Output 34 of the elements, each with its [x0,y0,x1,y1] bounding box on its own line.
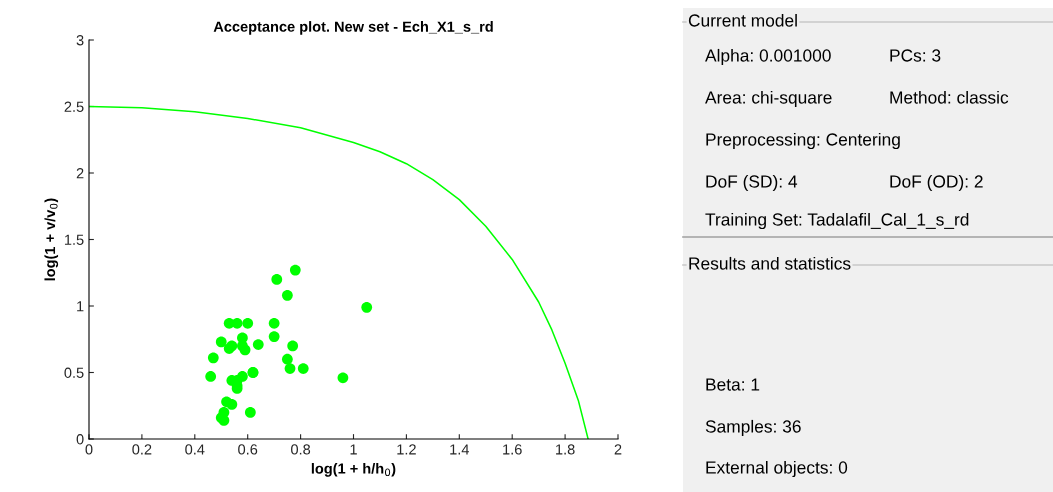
y-tick-label: 2.5 [64,101,84,112]
text: Beta: 1 [706,378,760,391]
x-tick-label: 1 [350,444,357,455]
x-tick-label: 0 [85,444,93,455]
text: Preprocessing: Centering [706,132,900,150]
x-tick-label: 1.2 [397,444,416,455]
text: PCs: 3 [890,49,941,62]
x-tick-label: 0.2 [132,444,152,455]
text: Results and statistics [689,256,851,270]
x-tick-label: 0.4 [185,444,205,455]
text: External objects: 0 [706,460,848,478]
text: DoF (SD): 4 [706,174,798,192]
y-axis-title: log(1 + v/v$_{0}$) [44,198,59,281]
x-tick-label: 1.8 [556,444,575,455]
x-tick-label: 1.6 [503,444,522,455]
text: Area: chi-square [705,90,832,108]
y-tick-label: 1.5 [64,234,84,245]
y-tick-label: 2 [76,168,84,179]
text: Training Set: Tadalafil_Cal_1_s_rd [705,212,969,230]
text: Method: classic [890,90,1009,104]
text: Current model [688,13,797,27]
y-tick-label: 0 [76,434,84,445]
text: Samples: 36 [705,419,801,437]
x-tick-label: 1.4 [450,444,470,455]
y-tick-label: 0.5 [64,367,84,378]
x-tick-label: 0.8 [291,444,311,455]
x-tick-label: 2 [614,444,622,455]
y-tick-label: 1 [77,301,84,312]
text: DoF (OD): 2 [890,174,983,192]
x-axis-title: log(1 + h/h$_{0}$) [311,463,396,477]
x-tick-label: 0.6 [238,444,258,455]
y-tick-label: 3 [76,35,84,46]
chart-title: Acceptance plot. New set - Ech_X1_s_rd [213,21,493,35]
text: Alpha: 0.001000 [705,48,831,66]
